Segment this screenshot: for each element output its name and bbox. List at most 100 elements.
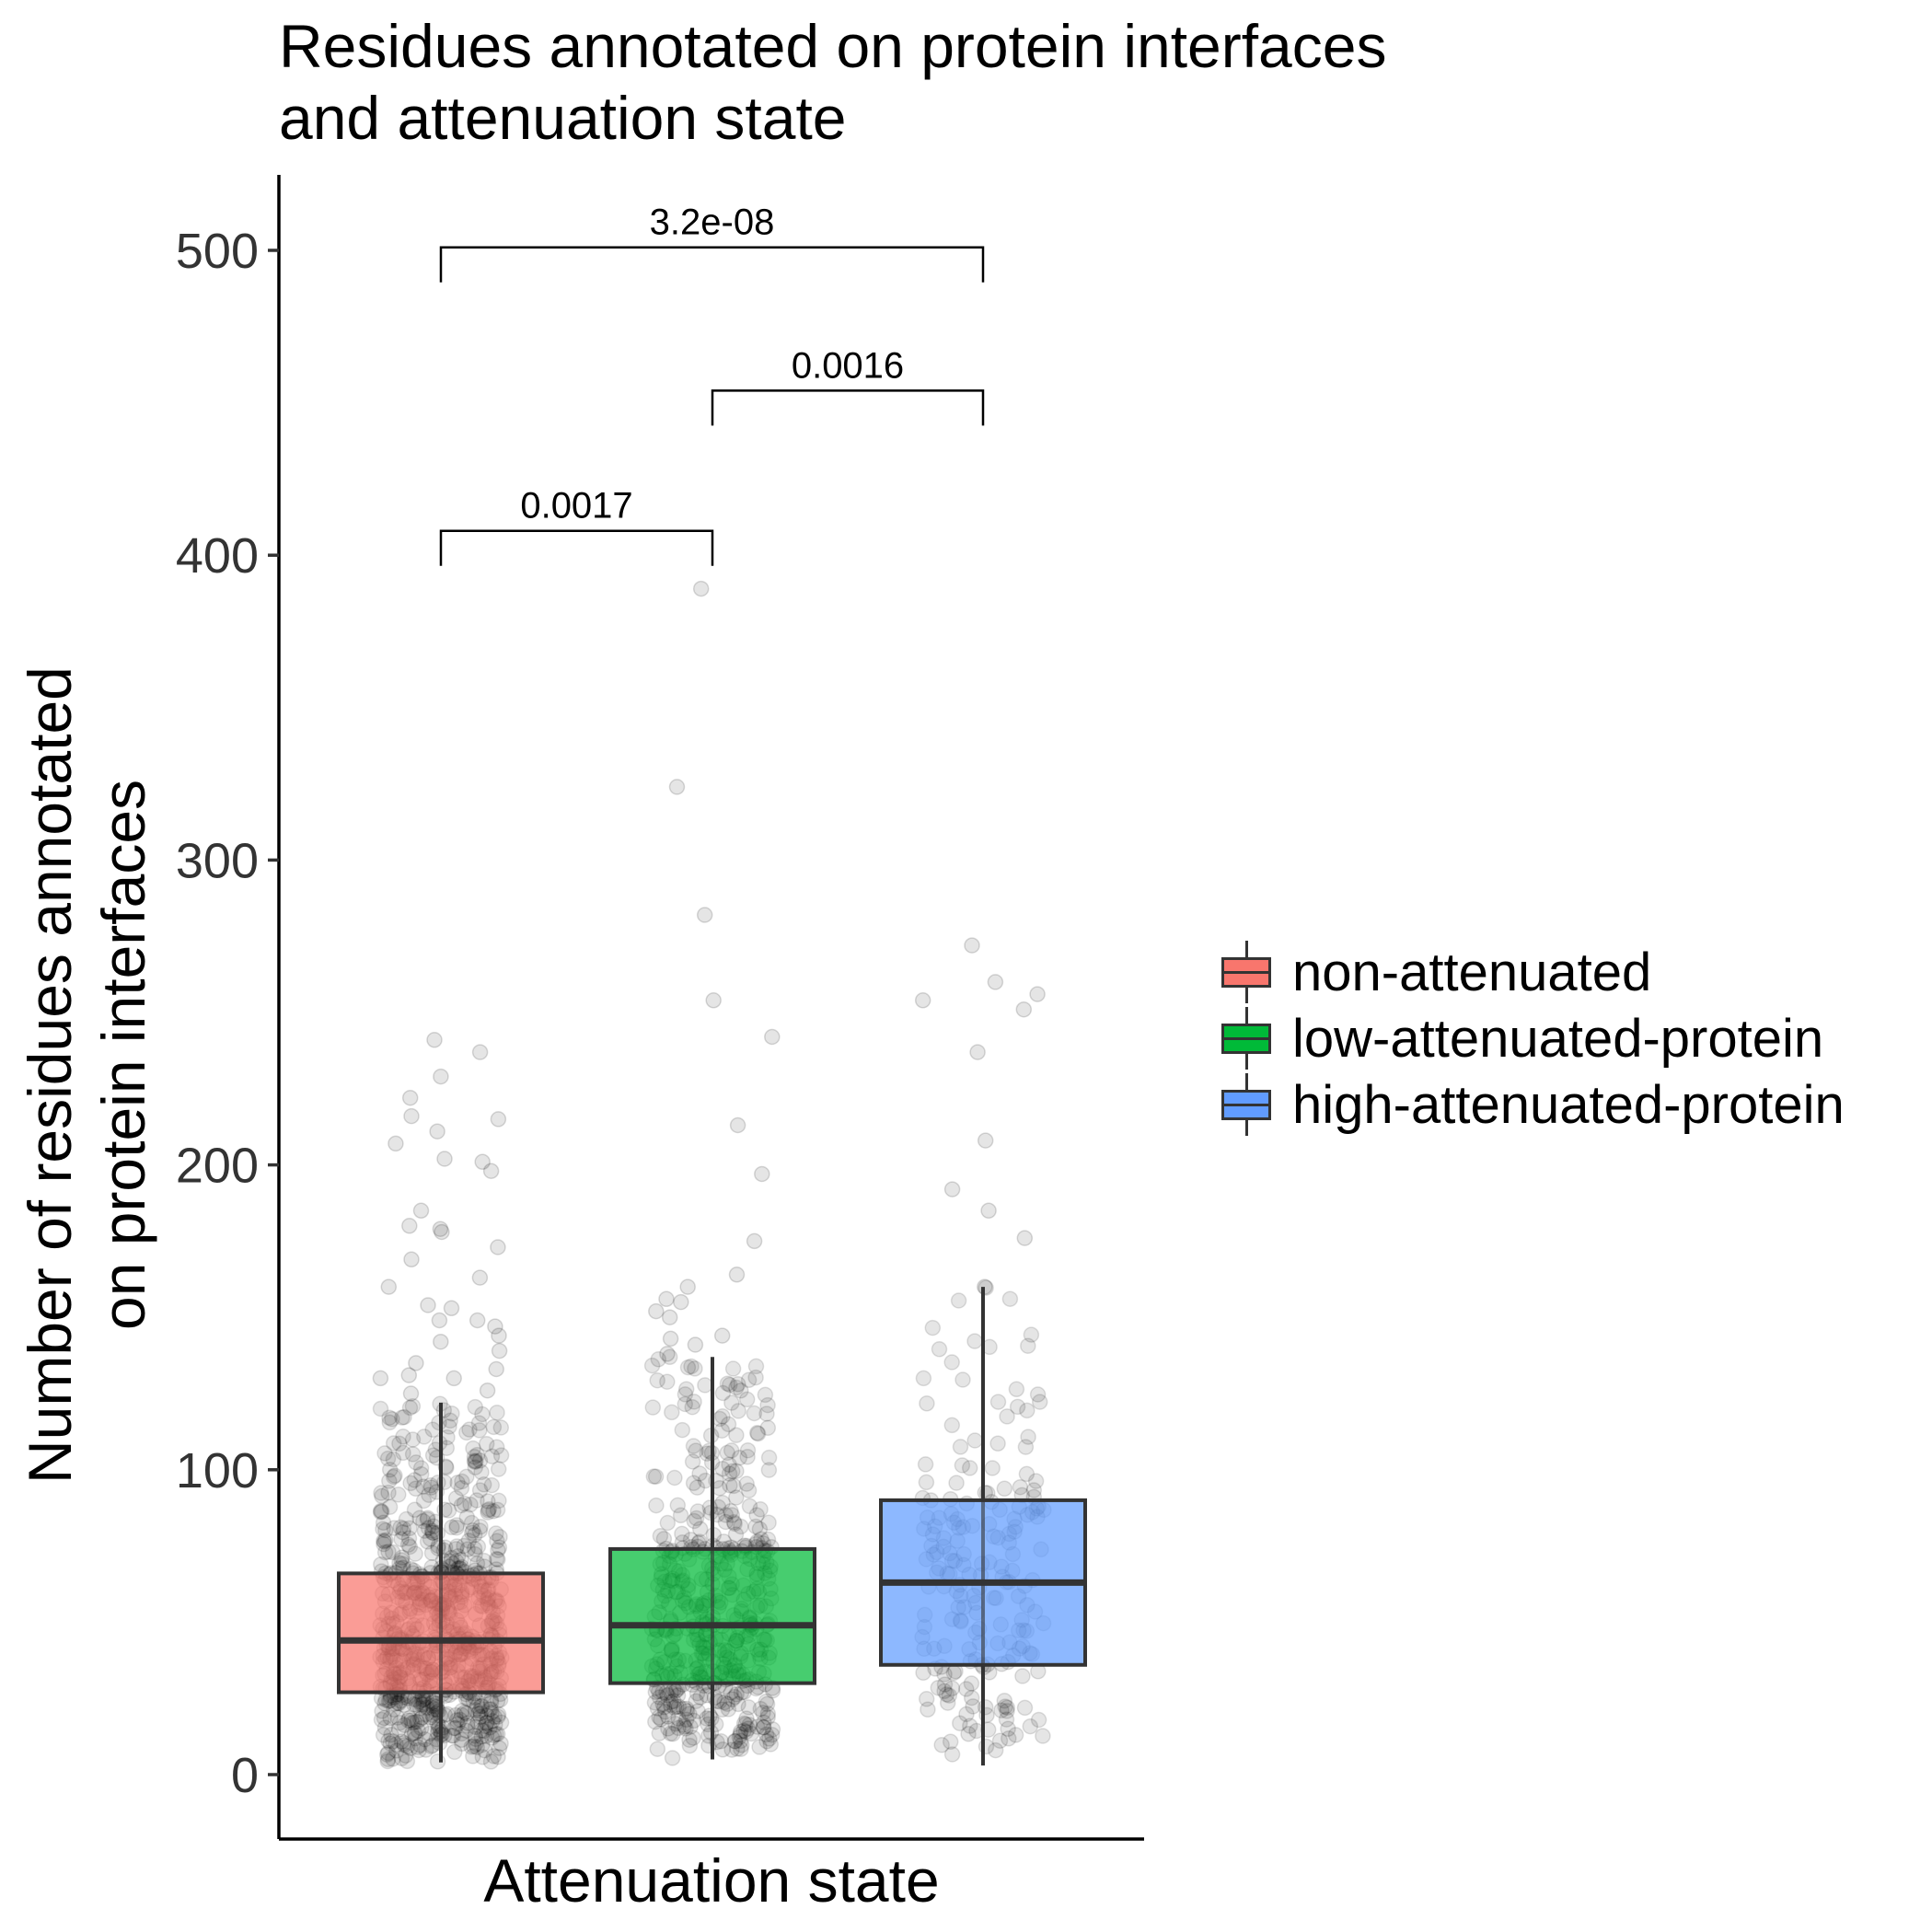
data-point — [471, 1522, 489, 1539]
data-point — [488, 1439, 505, 1455]
data-point — [375, 1521, 391, 1537]
data-point — [1014, 1668, 1031, 1684]
data-point — [471, 1482, 489, 1498]
data-point — [661, 1348, 678, 1366]
data-point — [469, 1555, 486, 1572]
data-point — [714, 1741, 731, 1758]
data-point — [388, 1742, 405, 1759]
data-point — [920, 1701, 936, 1718]
data-point — [958, 1706, 975, 1723]
outlier-point — [403, 1251, 420, 1268]
data-point — [469, 1714, 486, 1730]
data-point — [723, 1507, 741, 1523]
chart-title-line-2: and attenuation state — [279, 84, 847, 152]
data-point — [380, 1732, 397, 1750]
data-point — [753, 1531, 769, 1547]
data-point — [915, 1664, 931, 1682]
data-point — [414, 1696, 432, 1713]
data-point — [459, 1715, 476, 1731]
data-point — [457, 1722, 475, 1740]
data-point — [669, 1497, 687, 1514]
data-point — [380, 1484, 397, 1501]
data-point — [489, 1404, 505, 1421]
data-point — [466, 1452, 483, 1470]
y-tick-label: 300 — [176, 833, 259, 888]
data-point — [726, 1515, 743, 1533]
data-point — [396, 1696, 412, 1714]
outlier-point — [696, 907, 713, 923]
data-point — [731, 1450, 748, 1466]
data-point — [385, 1732, 401, 1750]
data-point — [1031, 1394, 1048, 1410]
data-point — [719, 1695, 735, 1712]
data-point — [411, 1693, 428, 1710]
data-point — [490, 1542, 506, 1558]
data-point — [374, 1503, 390, 1520]
data-point — [478, 1728, 495, 1744]
data-point — [676, 1717, 692, 1733]
data-point — [419, 1533, 436, 1550]
data-point — [411, 1510, 428, 1527]
data-point — [684, 1453, 701, 1470]
data-point — [385, 1468, 402, 1486]
data-point — [415, 1695, 432, 1711]
data-point — [416, 1429, 433, 1445]
data-point — [469, 1697, 486, 1715]
data-point — [376, 1544, 394, 1561]
outlier-point — [1016, 1230, 1034, 1246]
data-point — [726, 1732, 744, 1750]
data-point — [672, 1507, 689, 1524]
data-point — [936, 1683, 953, 1700]
data-point — [688, 1510, 705, 1527]
data-point — [938, 1686, 955, 1703]
data-point — [987, 1741, 1004, 1759]
data-point — [384, 1411, 400, 1428]
data-point — [677, 1381, 695, 1397]
data-point — [732, 1723, 749, 1741]
data-point — [463, 1524, 480, 1542]
outlier-point — [436, 1151, 453, 1167]
data-point — [723, 1691, 741, 1707]
data-point — [733, 1741, 749, 1757]
data-point — [420, 1520, 437, 1536]
data-point — [490, 1706, 507, 1723]
data-point — [936, 1676, 954, 1693]
data-point — [448, 1519, 465, 1536]
data-point — [467, 1459, 484, 1475]
data-point — [728, 1489, 745, 1506]
outlier-point — [429, 1123, 445, 1140]
data-point — [399, 1738, 416, 1754]
data-point — [485, 1727, 503, 1743]
box-high-attenuated-protein — [879, 1287, 1087, 1766]
data-point — [448, 1538, 466, 1555]
data-point — [681, 1706, 698, 1722]
y-tick-label: 100 — [176, 1443, 259, 1498]
data-point — [376, 1709, 393, 1727]
legend-item-low-attenuated-protein: low-attenuated-protein — [1215, 1005, 1845, 1071]
data-point — [472, 1518, 489, 1535]
data-point — [692, 1689, 709, 1706]
outlier-point — [728, 1267, 746, 1283]
data-point — [1008, 1381, 1025, 1398]
data-point — [724, 1360, 742, 1377]
data-point — [727, 1526, 745, 1543]
outlier-point — [474, 1153, 491, 1171]
data-point — [382, 1709, 399, 1727]
data-point — [445, 1727, 462, 1744]
data-point — [469, 1706, 486, 1722]
y-tick-label: 500 — [176, 224, 259, 279]
data-point — [435, 1402, 453, 1418]
data-point — [711, 1479, 728, 1497]
data-point — [720, 1416, 737, 1433]
data-point — [723, 1442, 740, 1459]
data-point — [376, 1535, 392, 1553]
data-point — [1000, 1720, 1016, 1738]
data-point — [396, 1408, 412, 1426]
data-point — [752, 1501, 769, 1518]
data-point — [410, 1722, 427, 1740]
data-point — [488, 1550, 505, 1568]
x-axis-title: Attenuation state — [483, 1846, 940, 1915]
data-point — [713, 1701, 731, 1718]
data-point — [490, 1749, 506, 1765]
